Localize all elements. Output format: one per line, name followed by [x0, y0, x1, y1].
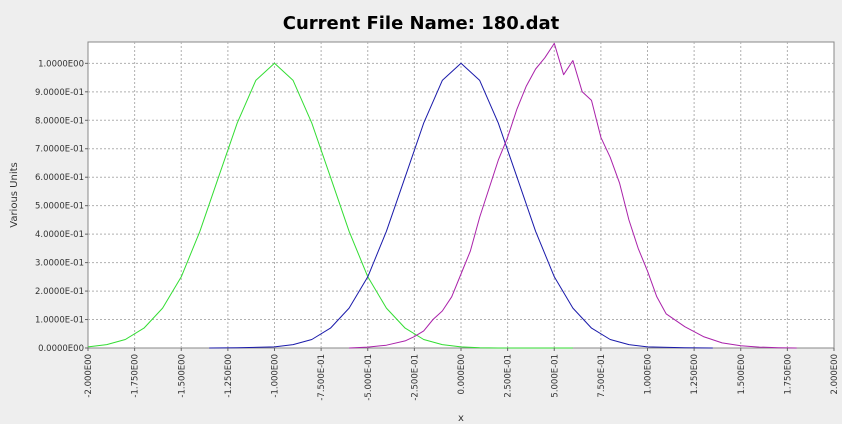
- y-tick-label: 0.0000E00: [38, 344, 84, 354]
- x-tick-label: -2.000E00: [84, 354, 94, 398]
- x-axis-label: x: [458, 413, 464, 424]
- y-tick-label: 5.0000E-01: [35, 202, 84, 212]
- x-tick-label: -1.500E00: [177, 354, 187, 398]
- series-line-3: [349, 42, 797, 349]
- x-tick-label: 7.500E-01: [597, 354, 607, 398]
- x-tick-label: -1.750E00: [131, 354, 141, 398]
- grid: [88, 42, 834, 348]
- y-tick-label: 6.0000E-01: [35, 173, 84, 183]
- tick-labels: -2.000E00 -1.750E00 -1.500E00 -1.250E00 -1.0…: [35, 59, 840, 400]
- x-tick-label: 1.250E00: [690, 354, 700, 395]
- y-tick-label: 4.0000E-01: [35, 230, 84, 240]
- y-tick-label: 2.0000E-01: [35, 287, 84, 297]
- x-tick-label: 0.000E00: [457, 354, 467, 395]
- chart-title: Current File Name: 180.dat: [282, 13, 560, 34]
- y-tick-label: 3.0000E-01: [35, 259, 84, 269]
- x-tick-label: -7.500E-01: [317, 354, 327, 401]
- series-line-1: [87, 62, 573, 349]
- x-tick-label: -1.000E00: [271, 354, 281, 398]
- y-tick-label: 8.0000E-01: [35, 116, 84, 126]
- x-tick-label: 1.750E00: [783, 354, 793, 395]
- x-tick-label: 2.500E-01: [504, 354, 514, 398]
- x-tick-label: 1.000E00: [644, 354, 654, 395]
- x-tick-label: 1.500E00: [737, 354, 747, 395]
- x-tick-label: -2.500E-01: [410, 354, 420, 401]
- y-tick-label: 7.0000E-01: [35, 145, 84, 155]
- y-axis-label: Various Units: [9, 162, 20, 228]
- y-tick-label: 1.0000E00: [38, 59, 84, 69]
- x-tick-label: -1.250E00: [224, 354, 234, 398]
- y-tick-label: 9.0000E-01: [35, 88, 84, 98]
- y-tick-label: 1.0000E-01: [35, 316, 84, 326]
- series-line-2: [209, 62, 713, 349]
- x-tick-label: 5.000E-01: [550, 354, 560, 398]
- x-tick-label: 2.000E00: [830, 354, 840, 395]
- series-group: [87, 42, 797, 349]
- x-tick-label: -5.000E-01: [364, 354, 374, 401]
